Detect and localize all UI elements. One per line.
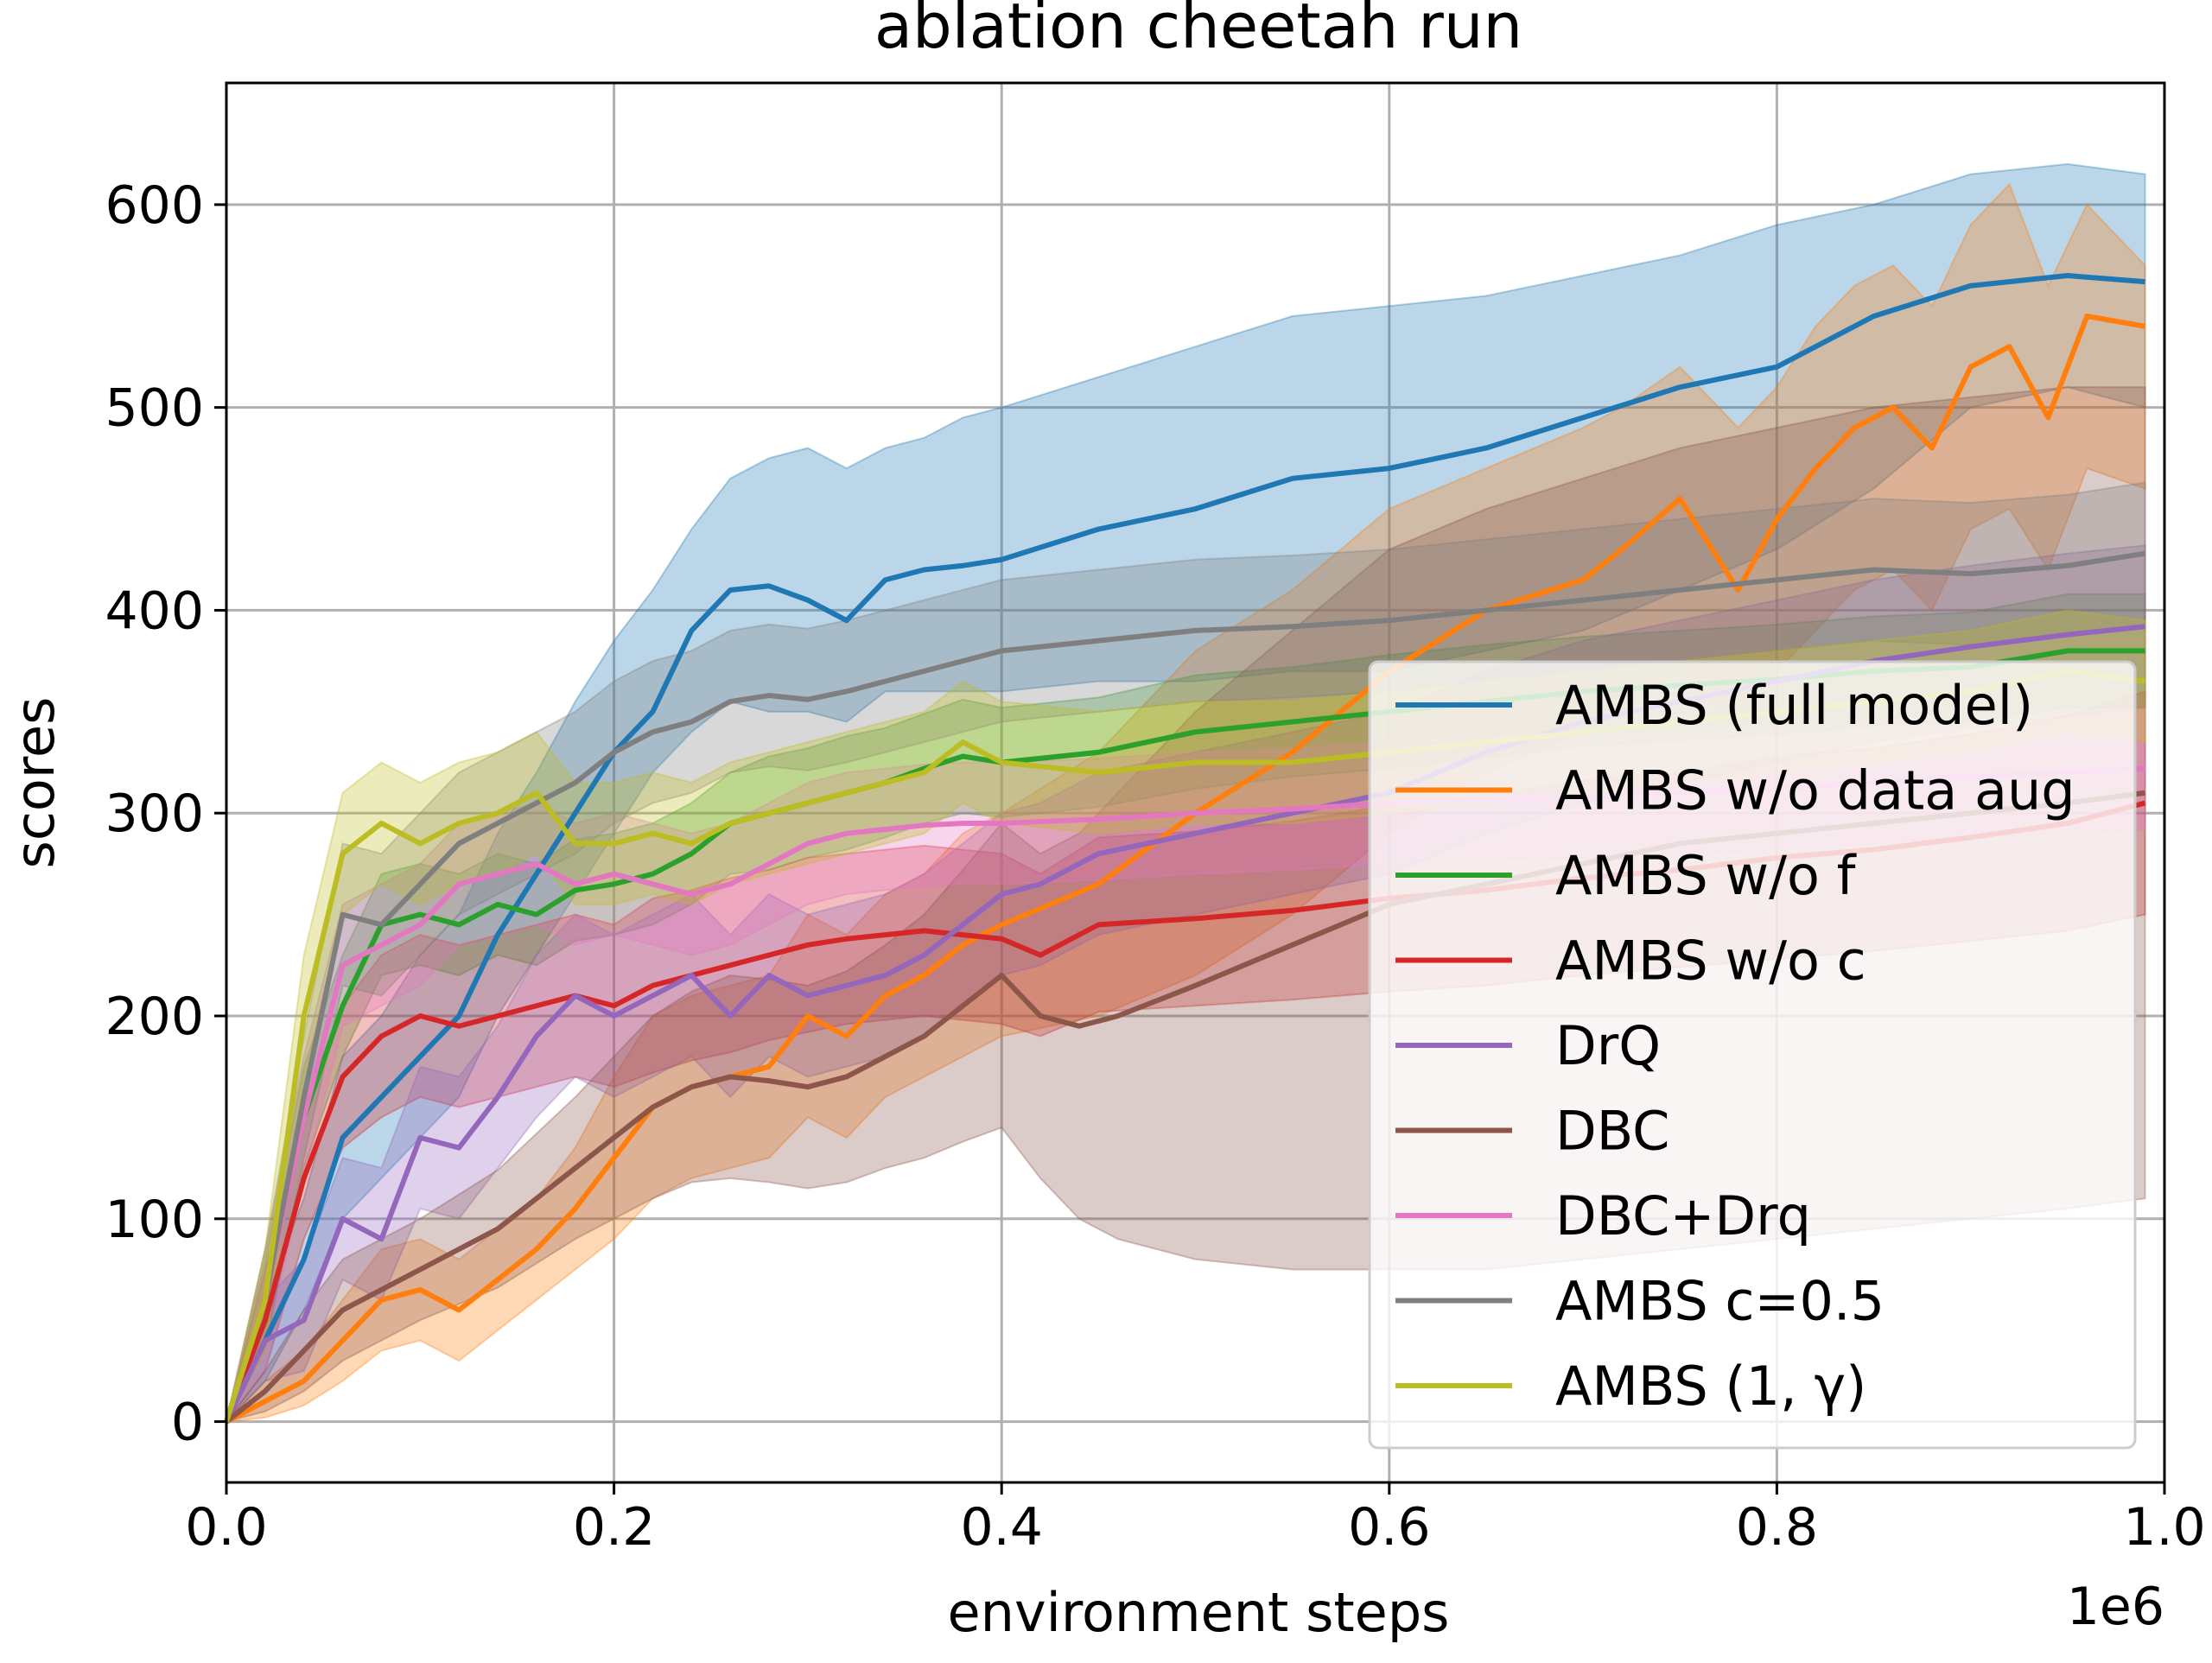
- legend-label: AMBS w/o c: [1555, 930, 1866, 993]
- series-band: [224, 182, 2146, 1423]
- x-tick-label: 0.8: [1736, 1497, 1818, 1558]
- x-axis-offset-label: 1e6: [2067, 1577, 2164, 1637]
- y-tick-label: 100: [105, 1190, 204, 1250]
- x-tick-label: 1.0: [2123, 1497, 2205, 1558]
- legend-label: AMBS (1, γ): [1555, 1355, 1866, 1418]
- legend: AMBS (full model) AMBS w/o data aug AMBS w…: [1368, 660, 2137, 1450]
- y-tick-label: 300: [105, 784, 204, 844]
- y-tick-label: 200: [105, 987, 204, 1047]
- y-tick-label: 0: [171, 1393, 204, 1453]
- chart-title: ablation cheetah run: [874, 0, 1522, 62]
- x-tick-label: 0.4: [960, 1497, 1042, 1558]
- series-band: [226, 162, 2146, 1423]
- plot-frame: [225, 81, 2166, 1484]
- legend-label: DrQ: [1555, 1014, 1661, 1077]
- series-band: [226, 707, 2146, 1423]
- y-tick-label: 500: [105, 378, 204, 439]
- legend-label: DBC: [1555, 1100, 1669, 1163]
- x-tick-label: 0.0: [185, 1497, 267, 1558]
- legend-box: [1368, 660, 2137, 1450]
- x-tick-label: 0.2: [573, 1497, 655, 1558]
- x-axis-label: environment steps: [948, 1581, 1450, 1644]
- legend-label: AMBS w/o data aug: [1555, 759, 2075, 822]
- y-tick-label: 600: [105, 175, 204, 236]
- y-tick-label: 400: [105, 581, 204, 641]
- axis-ticks: 0.0 0.2 0.4 0.6 0.8 1.0 0 100 200 300 400 500 600: [105, 175, 2205, 1558]
- legend-label: AMBS (full model): [1555, 674, 2033, 737]
- x-tick-label: 0.6: [1348, 1497, 1430, 1558]
- legend-label: AMBS c=0.5: [1555, 1270, 1885, 1333]
- legend-label: AMBS w/o f: [1555, 844, 1858, 907]
- legend-label: DBC+Drq: [1555, 1184, 1811, 1247]
- series-line: [224, 550, 2146, 1423]
- y-axis-label: scores: [3, 697, 67, 869]
- series-line: [224, 273, 2145, 1423]
